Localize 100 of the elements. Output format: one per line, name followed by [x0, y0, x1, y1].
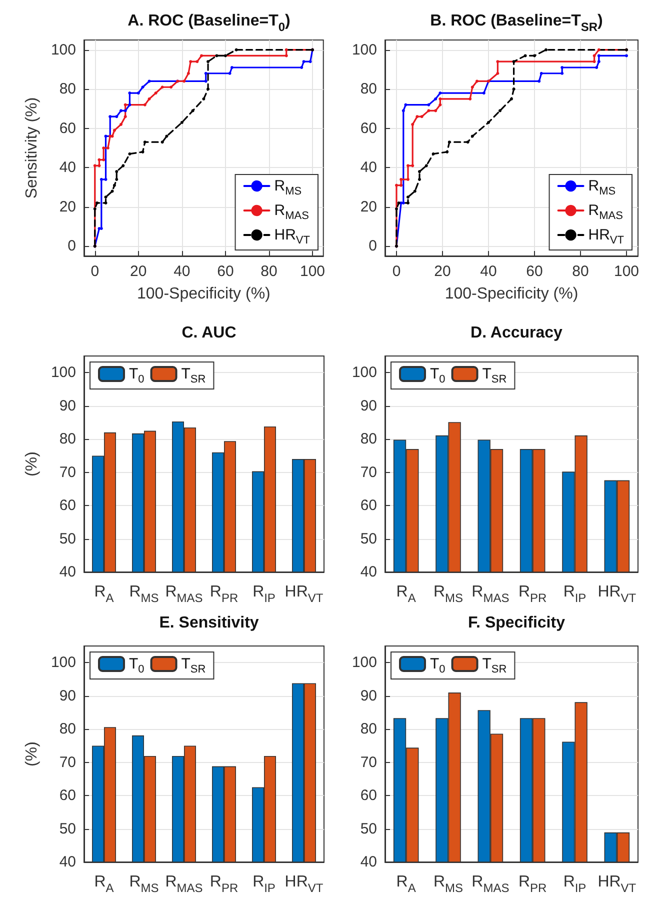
x-tick-label: 20 [434, 263, 451, 280]
point [470, 134, 474, 138]
point [424, 164, 428, 168]
point [524, 54, 527, 58]
y-tick-label: 40 [59, 159, 76, 176]
point [191, 109, 194, 112]
point [141, 150, 144, 154]
y-tick-label: 50 [360, 530, 377, 548]
y-tick-label: 80 [360, 430, 377, 448]
point [544, 48, 548, 52]
point [182, 80, 186, 83]
point [411, 122, 414, 126]
y-tick-label: 50 [360, 820, 377, 838]
point [98, 158, 101, 162]
point [540, 72, 543, 75]
point [533, 54, 536, 58]
y-tick-label: 80 [59, 80, 76, 98]
point [592, 60, 596, 64]
y-tick-label: 50 [59, 820, 76, 838]
point [400, 178, 403, 181]
point [148, 80, 151, 83]
x-axis-title: 100-Specificity (%) [136, 286, 270, 302]
y-tick-label: 60 [59, 497, 76, 514]
point [170, 86, 173, 89]
y-tick-label: 0 [68, 238, 76, 255]
point [202, 97, 206, 100]
point [112, 128, 116, 132]
x-tick-label: 100 [614, 263, 640, 280]
point [119, 109, 122, 112]
chart-title: F. Specificity [468, 614, 566, 632]
point [438, 103, 442, 106]
point [434, 109, 438, 112]
y-tick-label: 100 [352, 41, 377, 58]
point [446, 150, 449, 154]
point [160, 86, 164, 89]
point [102, 158, 106, 162]
y-tick-label: 90 [59, 397, 76, 414]
point [104, 196, 108, 199]
point [432, 152, 435, 156]
point [204, 72, 208, 75]
y-tick-label: 80 [59, 720, 76, 738]
point [448, 140, 451, 144]
point [395, 207, 398, 210]
x-tick-label: 60 [217, 263, 234, 280]
y-tick-label: 20 [360, 198, 377, 216]
point [420, 115, 424, 118]
y-tick-label: 60 [360, 787, 377, 804]
point [119, 122, 122, 126]
point [93, 164, 96, 168]
point [122, 164, 125, 168]
y-tick-label: 100 [50, 41, 76, 58]
y-tick-label: 40 [360, 564, 377, 580]
point [438, 97, 442, 100]
y-tick-label: 60 [360, 120, 377, 137]
point [224, 54, 227, 58]
point [98, 164, 101, 168]
point [512, 60, 516, 64]
point [597, 54, 600, 58]
point [110, 190, 114, 193]
point [427, 103, 430, 106]
point [496, 72, 500, 75]
point [300, 66, 304, 69]
chart-title: D. Accuracy [470, 324, 563, 342]
x-tick-label: 20 [130, 263, 147, 280]
point [411, 164, 414, 168]
point [148, 97, 151, 100]
point [115, 170, 118, 174]
chart-title: E. Sensitivity [159, 614, 259, 632]
y-axis-title: (%) [24, 452, 41, 476]
point [128, 103, 132, 106]
point [416, 115, 419, 118]
point [302, 60, 306, 64]
point [206, 60, 210, 64]
y-tick-label: 70 [59, 754, 76, 771]
point [143, 103, 146, 106]
x-tick-label: 0 [392, 263, 401, 280]
point [165, 134, 168, 138]
point [284, 48, 288, 52]
point [468, 97, 472, 100]
point [180, 120, 184, 124]
x-tick-label: 100 [300, 263, 325, 280]
y-tick-label: 40 [360, 854, 377, 870]
point [466, 140, 470, 144]
point [143, 140, 146, 144]
point [538, 80, 541, 83]
point [206, 88, 210, 91]
y-tick-label: 90 [59, 687, 76, 704]
point [470, 86, 474, 89]
x-tick-label: 80 [260, 263, 278, 280]
y-axis-title: Sensitivity (%) [24, 97, 41, 199]
point [128, 152, 132, 156]
point [512, 88, 516, 91]
point [427, 109, 430, 112]
point [93, 207, 96, 210]
y-tick-label: 40 [59, 564, 76, 580]
y-tick-label: 100 [50, 364, 76, 382]
y-axis-title: (%) [24, 742, 41, 766]
point [498, 109, 502, 112]
point [124, 103, 127, 106]
point [104, 201, 108, 204]
